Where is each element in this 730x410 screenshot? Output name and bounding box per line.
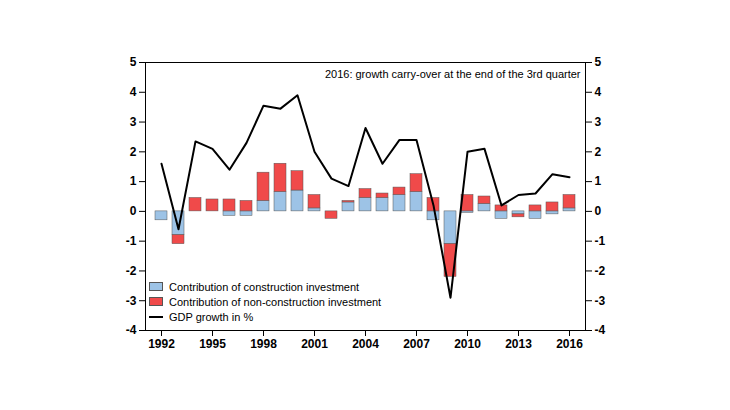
svg-text:2013: 2013 bbox=[505, 337, 532, 351]
svg-text:-3: -3 bbox=[126, 294, 137, 308]
svg-text:-2: -2 bbox=[595, 264, 606, 278]
html-text:Contribution of non-constructi: Contribution of non-construction investm… bbox=[169, 295, 382, 308]
html-text:Contribution of construction i: Contribution of construction investment bbox=[169, 280, 360, 293]
svg-text:4: 4 bbox=[130, 85, 137, 99]
svg-text:5: 5 bbox=[595, 55, 602, 69]
svg-text:2: 2 bbox=[595, 145, 602, 159]
svg-text:5: 5 bbox=[130, 55, 137, 69]
svg-text:-1: -1 bbox=[126, 234, 137, 248]
svg-text:2016: 2016 bbox=[556, 337, 583, 351]
html-text:GDP growth in %: GDP growth in % bbox=[169, 310, 254, 323]
svg-text:-4: -4 bbox=[126, 323, 137, 337]
svg-text:4: 4 bbox=[595, 85, 602, 99]
svg-text:3: 3 bbox=[130, 115, 137, 129]
svg-text:0: 0 bbox=[130, 204, 137, 218]
svg-text:-2: -2 bbox=[126, 264, 137, 278]
svg-text:1998: 1998 bbox=[250, 337, 277, 351]
svg-text:2007: 2007 bbox=[403, 337, 430, 351]
svg-text:2010: 2010 bbox=[454, 337, 481, 351]
svg-text:1992: 1992 bbox=[148, 337, 175, 351]
svg-text:-1: -1 bbox=[595, 234, 606, 248]
svg-text:-3: -3 bbox=[595, 294, 606, 308]
svg-text:2004: 2004 bbox=[352, 337, 379, 351]
svg-text:2001: 2001 bbox=[301, 337, 328, 351]
svg-text:1: 1 bbox=[595, 174, 602, 188]
svg-text:1: 1 bbox=[130, 174, 137, 188]
svg-text:3: 3 bbox=[595, 115, 602, 129]
svg-text:-4: -4 bbox=[595, 323, 606, 337]
svg-text:2016: growth carry-over at the: 2016: growth carry-over at the end of th… bbox=[325, 68, 581, 80]
svg-text:2: 2 bbox=[130, 145, 137, 159]
svg-text:1995: 1995 bbox=[199, 337, 226, 351]
svg-text:0: 0 bbox=[595, 204, 602, 218]
